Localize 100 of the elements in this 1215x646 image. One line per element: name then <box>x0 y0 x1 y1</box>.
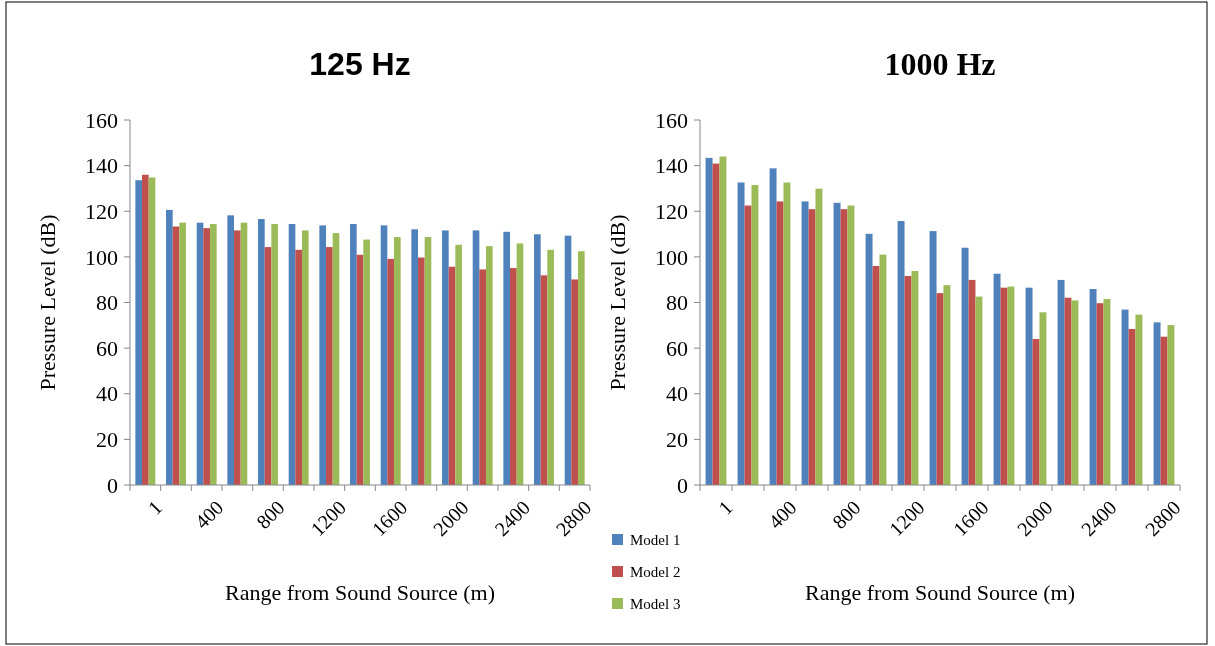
bar <box>975 296 983 485</box>
bar <box>1071 300 1079 485</box>
chart-title: 125 Hz <box>309 46 411 82</box>
bar <box>571 279 578 485</box>
bar <box>350 224 357 485</box>
bar <box>135 180 143 485</box>
bar <box>380 225 388 485</box>
bar <box>943 285 951 485</box>
bar <box>288 224 296 485</box>
bar <box>301 230 309 485</box>
bar <box>332 233 340 485</box>
x-tick-label: 1600 <box>948 496 993 541</box>
bar <box>961 247 969 485</box>
chart-title: 1000 Hz <box>884 46 996 82</box>
bar <box>516 243 524 485</box>
y-tick-label: 0 <box>107 472 118 498</box>
y-tick-label: 160 <box>655 107 688 133</box>
bar <box>418 257 425 485</box>
bar <box>783 182 791 485</box>
y-tick-label: 20 <box>666 427 688 453</box>
x-tick-label: 400 <box>190 496 228 533</box>
bar <box>719 156 727 485</box>
y-axis-title: Pressure Level (dB) <box>35 214 60 391</box>
bar <box>547 249 554 485</box>
bar <box>264 247 272 485</box>
bar <box>387 258 394 485</box>
bar <box>769 168 777 485</box>
y-tick-label: 100 <box>655 244 688 270</box>
bar <box>1025 287 1033 485</box>
bar <box>424 237 432 485</box>
y-tick-label: 60 <box>666 335 688 361</box>
legend-label: Model 1 <box>630 532 681 549</box>
bar <box>1039 312 1047 485</box>
bar <box>503 231 511 485</box>
x-tick-label: 1 <box>143 496 167 519</box>
bar <box>295 249 302 485</box>
y-tick-label: 120 <box>655 198 688 224</box>
bar <box>815 188 823 485</box>
bar <box>751 185 759 485</box>
x-tick-label: 400 <box>763 496 801 533</box>
bar <box>485 246 493 485</box>
bar <box>705 157 713 485</box>
bar <box>203 228 210 485</box>
bar <box>801 201 809 485</box>
bar <box>911 271 919 485</box>
bar <box>1007 286 1015 485</box>
bar <box>472 230 480 485</box>
legend-label: Model 3 <box>630 596 681 613</box>
y-tick-label: 40 <box>96 381 118 407</box>
bar <box>234 230 241 485</box>
y-tick-label: 100 <box>85 244 118 270</box>
bar <box>865 233 873 485</box>
bar <box>479 269 486 485</box>
y-tick-label: 60 <box>96 335 118 361</box>
y-tick-label: 80 <box>96 290 118 316</box>
bar <box>929 231 937 485</box>
bar <box>142 174 149 485</box>
bar <box>993 273 1001 485</box>
bar <box>1103 299 1111 485</box>
x-axis-title: Range from Sound Source (m) <box>804 580 1076 605</box>
bar <box>326 247 333 485</box>
legend-label: Model 2 <box>630 564 681 581</box>
bar <box>442 230 449 485</box>
bar <box>258 219 265 485</box>
bar <box>356 254 364 485</box>
x-tick-label: 1200 <box>306 496 351 541</box>
y-axis-title: Pressure Level (dB) <box>605 214 630 391</box>
bar <box>534 234 541 485</box>
bar <box>455 244 462 485</box>
bar <box>847 205 855 485</box>
bar <box>393 237 401 485</box>
bar <box>1167 325 1175 485</box>
bar <box>319 225 327 485</box>
x-tick-label: 1 <box>714 496 737 519</box>
bar <box>833 202 841 485</box>
bar <box>179 222 186 485</box>
y-tick-label: 0 <box>677 472 688 498</box>
bar <box>411 229 419 485</box>
y-tick-label: 140 <box>85 153 118 179</box>
x-axis-title: Range from Sound Source (m) <box>224 580 496 605</box>
bar <box>1135 314 1143 485</box>
x-tick-label: 1600 <box>367 496 412 541</box>
bar <box>1121 309 1129 485</box>
x-tick-label: 800 <box>827 496 865 533</box>
y-tick-label: 40 <box>666 381 688 407</box>
y-tick-label: 80 <box>666 290 688 316</box>
bar <box>897 221 905 485</box>
bar <box>1153 322 1161 485</box>
y-tick-label: 140 <box>655 153 688 179</box>
bar <box>209 224 217 485</box>
y-tick-label: 160 <box>85 107 118 133</box>
bar <box>148 177 156 485</box>
bar <box>737 182 745 485</box>
bar <box>1057 279 1065 485</box>
y-tick-label: 120 <box>85 198 118 224</box>
y-tick-label: 20 <box>96 427 118 453</box>
bar <box>448 266 456 485</box>
x-tick-label: 800 <box>251 496 289 533</box>
bar <box>1089 289 1097 485</box>
bar <box>227 215 235 485</box>
